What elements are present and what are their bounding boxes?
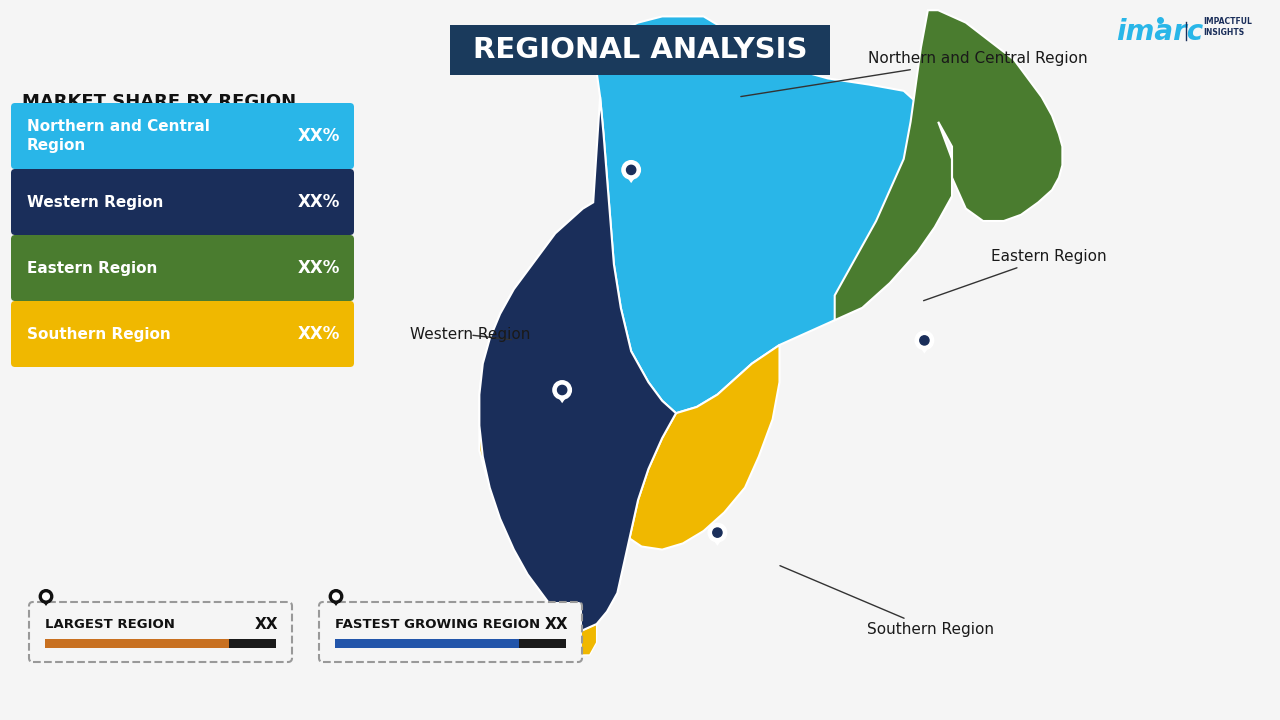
Text: Southern Region: Southern Region xyxy=(27,326,170,341)
Circle shape xyxy=(558,385,567,395)
Text: Western Region: Western Region xyxy=(27,194,164,210)
Text: imarc: imarc xyxy=(1116,18,1203,46)
Polygon shape xyxy=(835,10,1062,320)
Text: Northern and Central
Region: Northern and Central Region xyxy=(27,120,210,153)
Circle shape xyxy=(329,590,343,603)
Circle shape xyxy=(708,523,727,542)
Polygon shape xyxy=(329,596,343,606)
Text: Eastern Region: Eastern Region xyxy=(27,261,157,276)
FancyBboxPatch shape xyxy=(12,103,355,169)
Text: XX%: XX% xyxy=(298,325,340,343)
Bar xyxy=(335,639,518,649)
FancyBboxPatch shape xyxy=(29,602,292,662)
Text: MARKET SHARE BY REGION: MARKET SHARE BY REGION xyxy=(22,93,296,111)
Bar xyxy=(45,639,229,649)
Bar xyxy=(518,639,566,649)
Circle shape xyxy=(915,331,933,350)
Text: LARGEST REGION: LARGEST REGION xyxy=(45,618,175,631)
Text: XX: XX xyxy=(255,617,278,631)
Circle shape xyxy=(40,590,52,603)
Polygon shape xyxy=(40,596,52,606)
Circle shape xyxy=(713,528,722,537)
FancyBboxPatch shape xyxy=(319,602,582,662)
Text: XX: XX xyxy=(544,617,568,631)
Polygon shape xyxy=(553,390,571,403)
Text: XX%: XX% xyxy=(298,259,340,277)
Text: REGIONAL ANALYSIS: REGIONAL ANALYSIS xyxy=(472,36,808,64)
Polygon shape xyxy=(593,17,952,413)
Circle shape xyxy=(622,161,640,179)
Circle shape xyxy=(553,381,571,399)
Bar xyxy=(229,639,276,649)
Text: Western Region: Western Region xyxy=(410,328,530,343)
Text: Eastern Region: Eastern Region xyxy=(924,249,1107,301)
Text: XX%: XX% xyxy=(298,127,340,145)
Polygon shape xyxy=(622,170,640,183)
Polygon shape xyxy=(552,624,596,655)
Polygon shape xyxy=(708,533,727,546)
Text: FASTEST GROWING REGION: FASTEST GROWING REGION xyxy=(335,618,540,631)
FancyBboxPatch shape xyxy=(12,235,355,301)
Circle shape xyxy=(920,336,929,345)
Text: Southern Region: Southern Region xyxy=(780,566,995,637)
FancyBboxPatch shape xyxy=(451,25,829,75)
Circle shape xyxy=(333,593,339,600)
Circle shape xyxy=(626,166,636,174)
Polygon shape xyxy=(479,202,780,630)
Text: XX%: XX% xyxy=(298,193,340,211)
Polygon shape xyxy=(915,341,933,354)
Text: Northern and Central Region: Northern and Central Region xyxy=(741,52,1088,96)
FancyBboxPatch shape xyxy=(12,169,355,235)
Circle shape xyxy=(42,593,50,600)
Text: IMPACTFUL
INSIGHTS: IMPACTFUL INSIGHTS xyxy=(1203,17,1252,37)
FancyBboxPatch shape xyxy=(12,301,355,367)
Polygon shape xyxy=(479,97,676,630)
